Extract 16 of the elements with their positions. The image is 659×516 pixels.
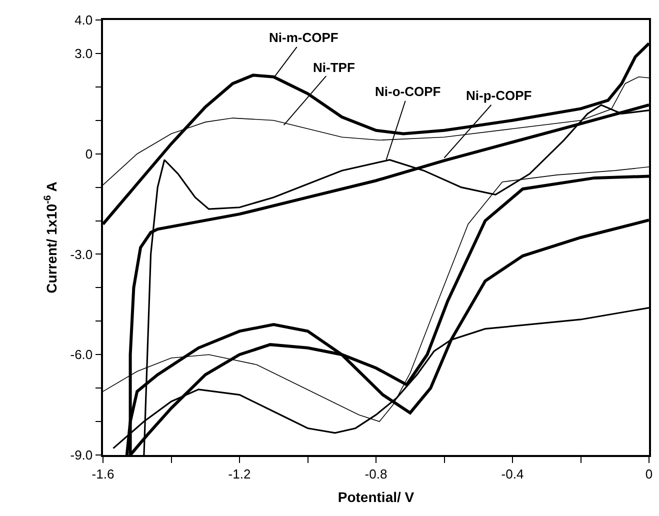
x-axis-title: Potential/ V <box>338 489 415 506</box>
y-tick-label: -3.0 <box>70 246 93 262</box>
annotation: Ni-TPF <box>313 60 355 75</box>
annotation: Ni-m-COPF <box>269 30 338 45</box>
x-tick-label: -1.2 <box>228 466 251 482</box>
x-tick-label: -0.4 <box>501 466 524 482</box>
x-tick-label: -1.6 <box>92 466 114 482</box>
y-tick-label: 4.0 <box>74 12 93 28</box>
x-tick-label: -0.8 <box>364 466 388 482</box>
annotation: Ni-o-COPF <box>375 84 441 99</box>
y-tick-label: 3.0 <box>74 46 93 62</box>
annotation: Ni-p-COPF <box>466 88 532 103</box>
x-tick-label: 0 <box>645 466 653 482</box>
y-tick-label: -9.0 <box>70 448 93 463</box>
y-tick-label: -6.0 <box>70 347 93 362</box>
y-tick-label: 0 <box>85 146 93 162</box>
